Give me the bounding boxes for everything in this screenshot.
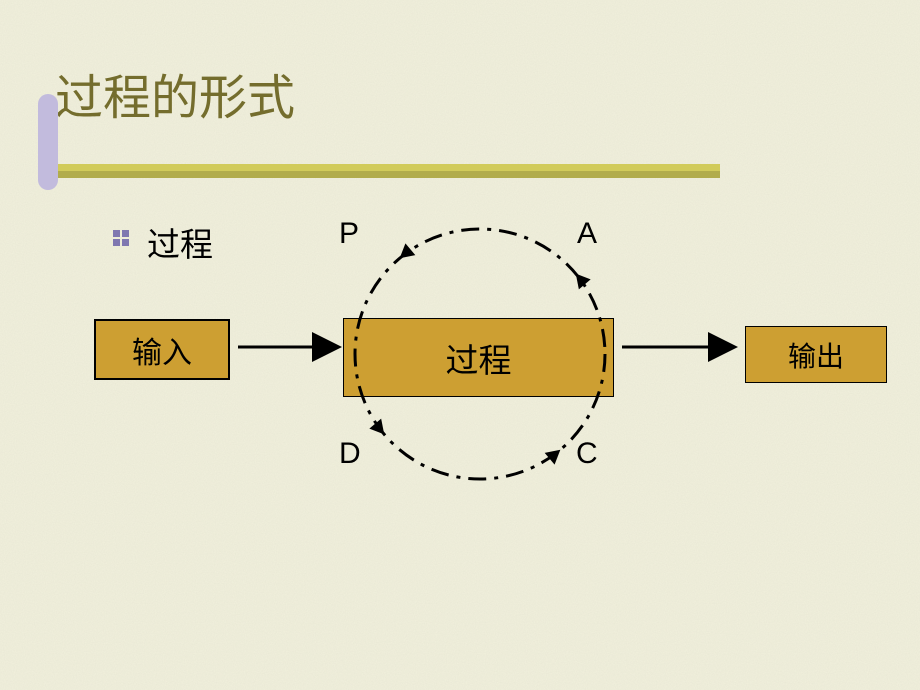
bullet-text: 过程 <box>147 218 213 266</box>
process-box: 过程 <box>343 318 614 397</box>
title-side-decor <box>38 94 58 190</box>
pdca-d-label: D <box>339 437 361 471</box>
title-underline <box>40 164 720 178</box>
pdca-a-label: A <box>577 217 597 251</box>
input-box: 输入 <box>94 319 230 380</box>
pdca-c-label: C <box>576 437 598 471</box>
output-box: 输出 <box>745 326 887 383</box>
process-box-label: 过程 <box>446 334 512 382</box>
input-box-label: 输入 <box>132 328 192 372</box>
output-box-label: 输出 <box>788 335 844 375</box>
slide-title: 过程的形式 <box>55 58 295 128</box>
bullet-icon <box>112 229 130 247</box>
slide: 过程的形式 过程 输入 过程 输出 P A D C <box>0 0 920 690</box>
pdca-p-label: P <box>339 217 359 251</box>
